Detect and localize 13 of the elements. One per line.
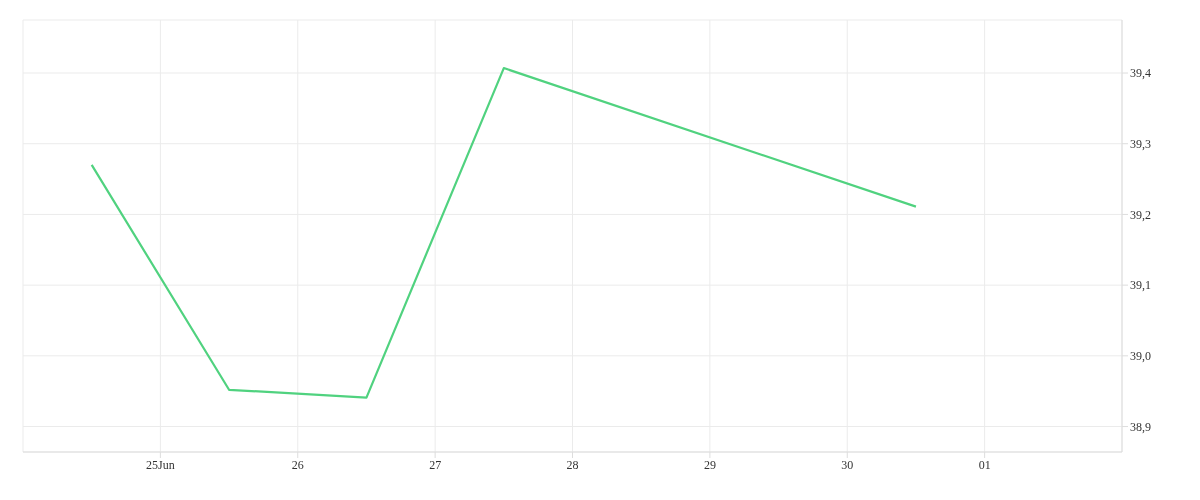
x-tick-label: 29: [703, 457, 716, 472]
x-tick-label: 27: [429, 457, 442, 472]
y-tick-label: 39,2: [1130, 207, 1151, 222]
x-tick-label: 25Jun: [146, 457, 175, 472]
y-tick-label: 39,3: [1130, 136, 1151, 151]
x-tick-label: 26: [291, 457, 304, 472]
y-tick-label: 39,4: [1130, 66, 1151, 81]
x-tick-label: 01: [978, 457, 991, 472]
y-tick-label: 38,9: [1130, 419, 1151, 434]
y-tick-label: 39,1: [1130, 278, 1151, 293]
x-tick-label: 30: [841, 457, 854, 472]
y-tick-label: 39,0: [1130, 349, 1151, 364]
x-tick-label: 28: [566, 457, 579, 472]
